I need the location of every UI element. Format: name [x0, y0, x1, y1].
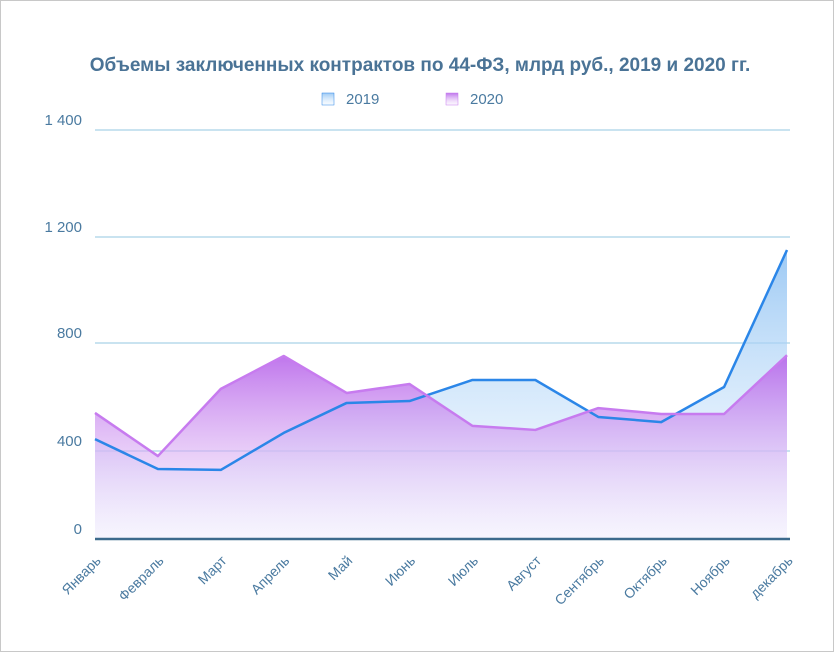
- chart-title: Объемы заключенных контрактов по 44-ФЗ, …: [90, 55, 750, 76]
- y-tick-label: 800: [57, 325, 82, 342]
- y-tick-label: 1 400: [44, 112, 82, 129]
- legend-swatch: [321, 92, 335, 106]
- y-tick-label: 400: [57, 433, 82, 450]
- legend-swatch: [445, 92, 459, 106]
- y-tick-label: 1 200: [44, 219, 82, 236]
- series-line: [94, 354, 788, 458]
- legend-label: 2019: [346, 91, 379, 108]
- series-line: [94, 249, 789, 472]
- series-area: [95, 355, 787, 539]
- legend-label: 2020: [470, 91, 503, 108]
- y-tick-label: 0: [74, 521, 82, 538]
